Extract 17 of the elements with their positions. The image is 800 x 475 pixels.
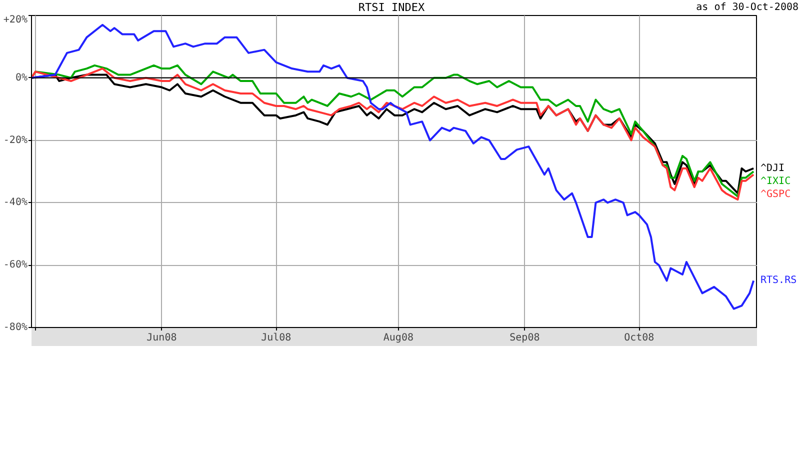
series-label: RTS.RS — [760, 275, 797, 286]
x-tick-label: Jul08 — [261, 332, 292, 344]
y-tick-label: -40% — [3, 197, 28, 208]
series-label: ^DJI — [760, 162, 785, 174]
series-label: ^IXIC — [760, 176, 791, 187]
x-tick-label: Oct08 — [624, 332, 654, 344]
x-tick-label: Sep08 — [510, 332, 540, 344]
y-tick-label: -60% — [3, 260, 28, 271]
series-label: ^GSPC — [760, 188, 791, 200]
x-tick-label: Jun08 — [146, 332, 177, 344]
y-tick-label: 0% — [15, 72, 28, 84]
text: as of 30-Oct-2008 — [696, 2, 799, 13]
chart-title: RTSI INDEX — [358, 1, 425, 14]
y-tick-label: -80% — [3, 322, 28, 333]
y-tick-label: -20% — [3, 134, 28, 146]
y-tick-label: +20% — [3, 14, 28, 26]
x-tick-label: Aug08 — [383, 332, 414, 344]
